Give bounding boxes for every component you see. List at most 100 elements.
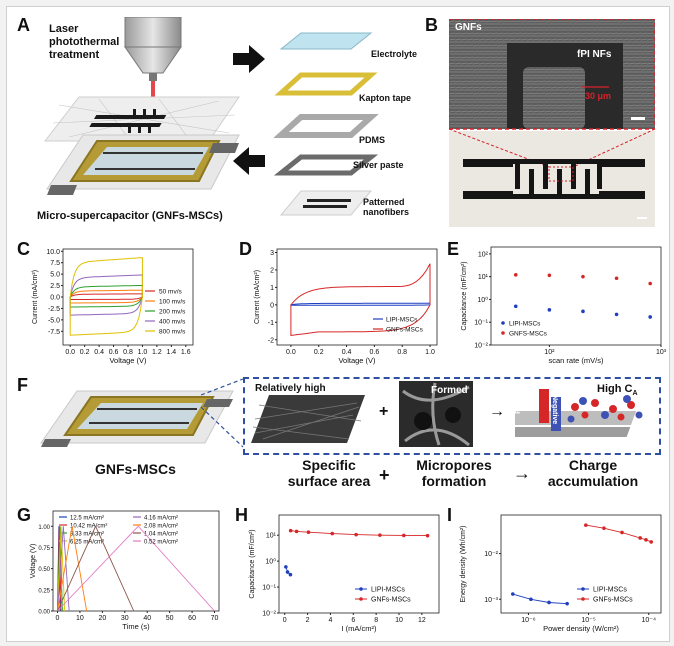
x-tick-label: 0.6 — [109, 349, 119, 356]
y-axis-label: Current (mA/cm²) — [32, 270, 39, 324]
panel-label-i: I — [447, 505, 453, 525]
data-point — [638, 536, 642, 540]
capacitance-scan-rate-chart: scan rate (mV/s) Capacitance (mF/cm²) 10² 1… — [461, 246, 667, 365]
x-axis-label: Time (s) — [122, 622, 150, 631]
kapton-layer — [274, 72, 378, 96]
y-tick-label: 0.00 — [38, 610, 50, 616]
legend-label-1: GNFS-MSCs — [509, 331, 548, 338]
caption-arrow: → — [513, 463, 531, 483]
ragone-chart: Power density (W/cm²) Energy density (Wh/… — [460, 514, 662, 633]
caption-micropores: Micropores formation — [416, 457, 492, 489]
y-axis-label: Voltage (V) — [30, 544, 37, 579]
y-tick-label: 10⁻¹ — [262, 585, 276, 592]
gcd-curve-5 — [57, 526, 88, 612]
cv-curve-0 — [69, 293, 143, 300]
x-tick-label: 10³ — [656, 349, 667, 356]
charge-accumulation-illustration — [515, 389, 643, 437]
arrow-right-icon — [233, 45, 265, 73]
legend-label-3: 400 mv/s — [159, 319, 186, 326]
x-tick-label: 0.2 — [80, 349, 90, 356]
y-tick-label: 1 — [270, 285, 274, 292]
electrolyte-layer — [279, 32, 373, 50]
y-tick-label: -1 — [268, 320, 274, 327]
legend-marker-0 — [501, 321, 505, 325]
x-tick-label: 10⁻⁵ — [581, 617, 595, 624]
y-tick-label: 10¹ — [478, 274, 489, 281]
y-tick-label: 3 — [270, 250, 274, 257]
sem-scale-label: 30 μm — [585, 91, 612, 101]
panel-label-e: E — [447, 239, 460, 259]
cv-curve-0 — [290, 302, 431, 306]
layer-label-electrolyte: Electrolyte — [371, 49, 418, 59]
y-tick-label: 10⁻¹ — [474, 320, 488, 327]
data-point — [330, 531, 335, 536]
x-tick-label: 70 — [211, 615, 219, 622]
data-point — [513, 304, 518, 309]
sem-tag-gnfs: GNFs — [455, 22, 482, 33]
data-point — [306, 530, 311, 535]
x-tick-label: 40 — [143, 615, 151, 622]
y-tick-label: -2 — [268, 337, 274, 344]
x-tick-label: 0.0 — [65, 349, 75, 356]
cv-curve-1 — [69, 289, 143, 304]
silver-paste-layer — [273, 154, 379, 176]
laser-head-illustration — [124, 17, 182, 117]
x-tick-label: 0.4 — [342, 349, 352, 356]
y-tick-label: 10.0 — [46, 249, 60, 256]
legend-label-6: 1.04 mA/cm² — [144, 531, 178, 537]
x-axis-label: I (mA/cm²) — [342, 624, 377, 633]
y-tick-label: -5.0 — [48, 317, 60, 324]
data-point — [529, 597, 533, 602]
plot-frame — [490, 246, 662, 346]
x-tick-label: 0.8 — [397, 349, 407, 356]
data-point — [584, 523, 588, 527]
x-tick-label: 0.6 — [370, 349, 380, 356]
data-point — [614, 276, 619, 281]
device-caption: Micro-supercapacitor (GNFs-MSCs) — [37, 210, 223, 222]
data-point — [644, 538, 648, 542]
device-f-illustration — [40, 390, 234, 447]
legend-label-7: 0.52 mA/cm² — [144, 539, 178, 545]
data-point — [648, 281, 652, 286]
series-line-0 — [512, 593, 568, 605]
x-tick-label: 0.0 — [286, 349, 296, 356]
ion-label-positive: Positive — [515, 387, 522, 414]
x-tick-label: 1.2 — [152, 349, 162, 356]
legend-label-1: GNFs-MSCs — [386, 327, 424, 334]
y-tick-label: 10⁻² — [484, 551, 498, 558]
y-tick-label: 7.5 — [50, 260, 60, 267]
cv-curve-2 — [69, 284, 143, 308]
x-tick-label: 0.2 — [314, 349, 324, 356]
data-point — [288, 528, 293, 533]
panel-label-f: F — [17, 375, 28, 395]
x-axis-label: scan rate (mV/s) — [548, 356, 604, 365]
y-tick-label: 10⁰ — [265, 558, 276, 566]
data-point — [620, 530, 624, 535]
y-tick-label: 10⁰ — [477, 296, 488, 304]
data-point — [649, 540, 654, 544]
y-tick-label: 0.75 — [38, 546, 50, 552]
panel-label-g: G — [17, 505, 32, 525]
y-tick-label: 0.0 — [50, 295, 60, 302]
mechanism-box — [243, 377, 661, 455]
x-tick-label: 8 — [374, 617, 378, 624]
panel-label-d: D — [239, 239, 252, 259]
gcd-chart: Time (s) Voltage (V) 0 10 20 30 40 50 60 70 0.00 0.… — [30, 510, 220, 631]
data-point — [354, 532, 358, 537]
x-tick-label: 50 — [166, 615, 174, 622]
x-tick-label: 10⁻⁶ — [521, 617, 535, 624]
cv-scan-rate-chart: Voltage (V) Current (mA/cm²) 0.0 0.2 0.4 0.6 0… — [32, 248, 194, 365]
gcd-curve-7 — [57, 525, 215, 612]
x-tick-label: 12 — [418, 617, 426, 624]
x-tick-label: 0.4 — [94, 349, 104, 356]
y-tick-label: 0.50 — [38, 567, 50, 573]
layer-label-silver: Silver paste — [353, 160, 404, 170]
x-tick-label: 10 — [76, 615, 84, 622]
caption-charge: Charge accumulation — [547, 457, 639, 489]
figure: A Laser photothermal treatment — [6, 6, 670, 642]
data-point — [285, 570, 290, 574]
x-tick-label: 1.0 — [425, 349, 435, 356]
x-axis-label: Power density (W/cm²) — [543, 624, 619, 633]
panel-label-h: H — [235, 505, 248, 525]
series-line-1 — [290, 530, 428, 537]
